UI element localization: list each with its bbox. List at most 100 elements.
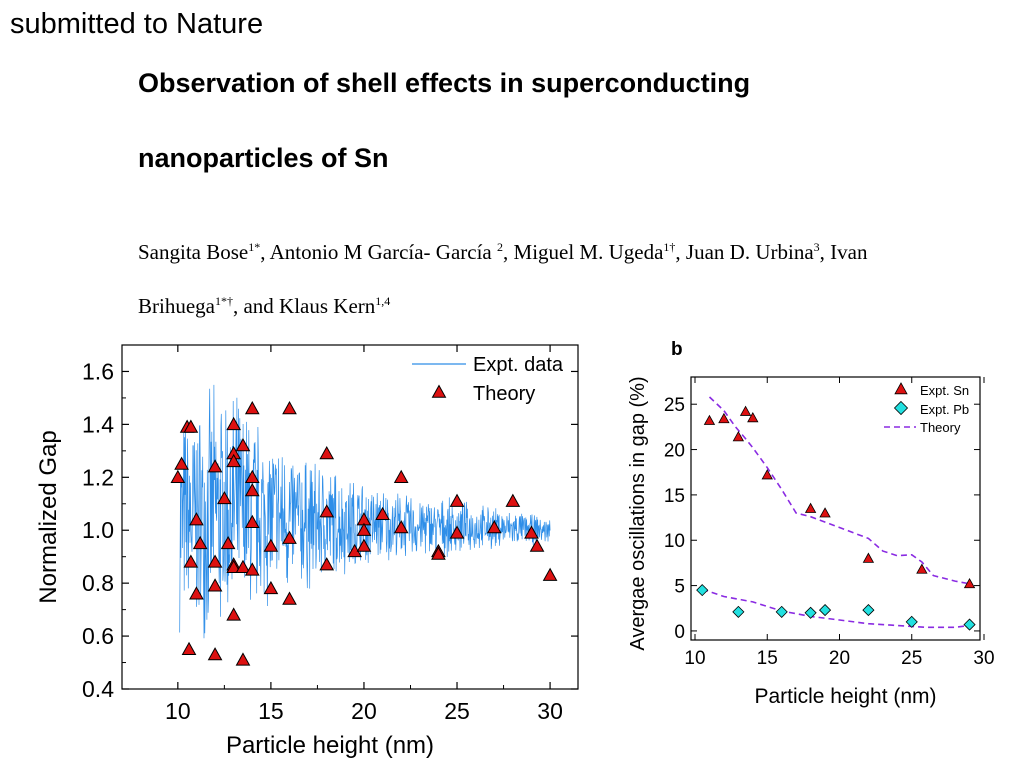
author-name: , Ivan — [819, 240, 868, 264]
theory-point — [449, 493, 465, 507]
sn-point — [747, 411, 759, 423]
x-tick-label: 30 — [537, 698, 563, 724]
theory-point — [319, 557, 335, 571]
y-tick-label: 0 — [674, 622, 685, 643]
author-name: , Miguel M. Ugeda — [503, 240, 664, 264]
x-axis-label: Particle height (nm) — [226, 732, 434, 759]
theory-point — [393, 469, 409, 484]
sn-point — [862, 552, 875, 563]
y-tick-label: 0.8 — [82, 570, 114, 596]
theory-point — [431, 546, 446, 560]
theory-point — [235, 438, 251, 452]
legend-marker-pb — [893, 400, 909, 416]
theory-point — [183, 419, 199, 433]
author-name: , and Klaus Kern — [232, 294, 376, 318]
theory-point — [449, 525, 465, 539]
sn-point — [761, 469, 773, 480]
plot-frame-b — [690, 376, 981, 641]
theory-point — [207, 554, 223, 568]
theory-point — [529, 538, 545, 552]
y-tick-label: 25 — [664, 395, 685, 416]
y-tick-label: 15 — [664, 486, 685, 507]
theory-point — [226, 453, 242, 468]
theory-point — [220, 535, 236, 550]
theory-point — [244, 400, 260, 415]
theory-point — [393, 520, 409, 534]
plot-frame — [121, 344, 579, 690]
theory-point — [282, 530, 297, 544]
pb-point — [963, 618, 976, 631]
theory-point — [170, 469, 186, 484]
x-tick-label: 10 — [684, 648, 705, 669]
theory-point — [486, 520, 502, 534]
paper-title-line-1: Observation of shell effects in supercon… — [138, 68, 751, 98]
author-name: , Antonio M García- García — [260, 240, 498, 264]
theory-point — [189, 586, 204, 600]
expt-data-line — [179, 384, 551, 639]
theory-point — [181, 641, 197, 656]
x-tick-label: 30 — [973, 648, 994, 669]
theory-point — [244, 469, 260, 484]
sn-point — [963, 577, 976, 589]
y-tick-label: 10 — [664, 531, 685, 552]
theory-point — [226, 559, 242, 573]
x-axis-label: Particle height (nm) — [754, 685, 936, 708]
sn-point — [739, 405, 752, 416]
theory-curve-pb — [701, 588, 970, 629]
theory-point — [183, 554, 199, 568]
figure-a-chart: 0.4 0.6 0.8 1.0 1.2 1.4 1.6 10 15 20 25 30 Particle … — [35, 344, 579, 759]
theory-point — [319, 504, 335, 518]
y-tick-label: 1.2 — [82, 464, 114, 490]
sn-point — [732, 431, 745, 442]
y-axis-label: Normalized Gap — [35, 430, 62, 603]
x-tick-label: 10 — [165, 698, 191, 724]
sn-point — [718, 412, 730, 424]
authors-line-2: Brihuega1*†, and Klaus Kern1,4 — [138, 294, 390, 319]
theory-point — [226, 607, 242, 621]
theory-point — [235, 559, 251, 573]
theory-point — [207, 578, 223, 592]
authors-line-1: Sangita Bose1*, Antonio M García- García… — [138, 240, 867, 265]
theory-point — [542, 567, 558, 581]
legend-marker-sn — [894, 382, 908, 395]
theory-point — [189, 512, 204, 526]
author-affiliation: 1,4 — [375, 294, 391, 308]
y-tick-label: 20 — [664, 441, 685, 462]
theory-point — [356, 538, 372, 552]
legend-marker-theory — [431, 384, 447, 398]
theory-point — [263, 538, 279, 552]
y-tick-label: 1.0 — [82, 517, 114, 543]
theory-point — [244, 483, 260, 497]
y-tick-label: 5 — [674, 577, 685, 598]
theory-point — [375, 506, 390, 521]
pb-point — [775, 605, 788, 618]
theory-point — [505, 493, 521, 507]
x-tick-label: 15 — [757, 648, 778, 669]
sn-point — [819, 507, 831, 518]
pb-point — [862, 604, 875, 617]
legend-label-pb: Expt. Pb — [920, 402, 969, 417]
theory-point — [244, 562, 260, 576]
header-note: submitted to Nature — [10, 8, 264, 40]
theory-point — [263, 580, 279, 595]
pb-point — [732, 605, 745, 618]
y-tick-label: 1.4 — [82, 411, 114, 437]
theory-curve-sn — [708, 396, 970, 585]
y-tick-label: 0.6 — [82, 623, 114, 649]
author-name: Sangita Bose — [138, 240, 249, 264]
theory-point — [356, 522, 372, 536]
theory-point — [217, 490, 232, 505]
legend-label-theory: Theory — [920, 420, 961, 435]
legend-label-expt: Expt. data — [473, 354, 564, 376]
theory-point — [207, 647, 223, 661]
paper-title-line-2: nanoparticles of Sn — [138, 143, 389, 173]
sn-point — [804, 502, 817, 513]
author-affiliation: 1† — [663, 240, 676, 254]
panel-label-b: b — [671, 339, 683, 360]
figure-b-chart: b 0 5 10 15 20 25 10 15 20 25 30 Particle height (nm… — [627, 339, 995, 708]
theory-point — [282, 400, 297, 415]
pb-point — [818, 604, 832, 617]
theory-point — [207, 459, 223, 473]
author-name: , Juan D. Urbina — [675, 240, 814, 264]
author-affiliation: 2 — [497, 240, 504, 254]
